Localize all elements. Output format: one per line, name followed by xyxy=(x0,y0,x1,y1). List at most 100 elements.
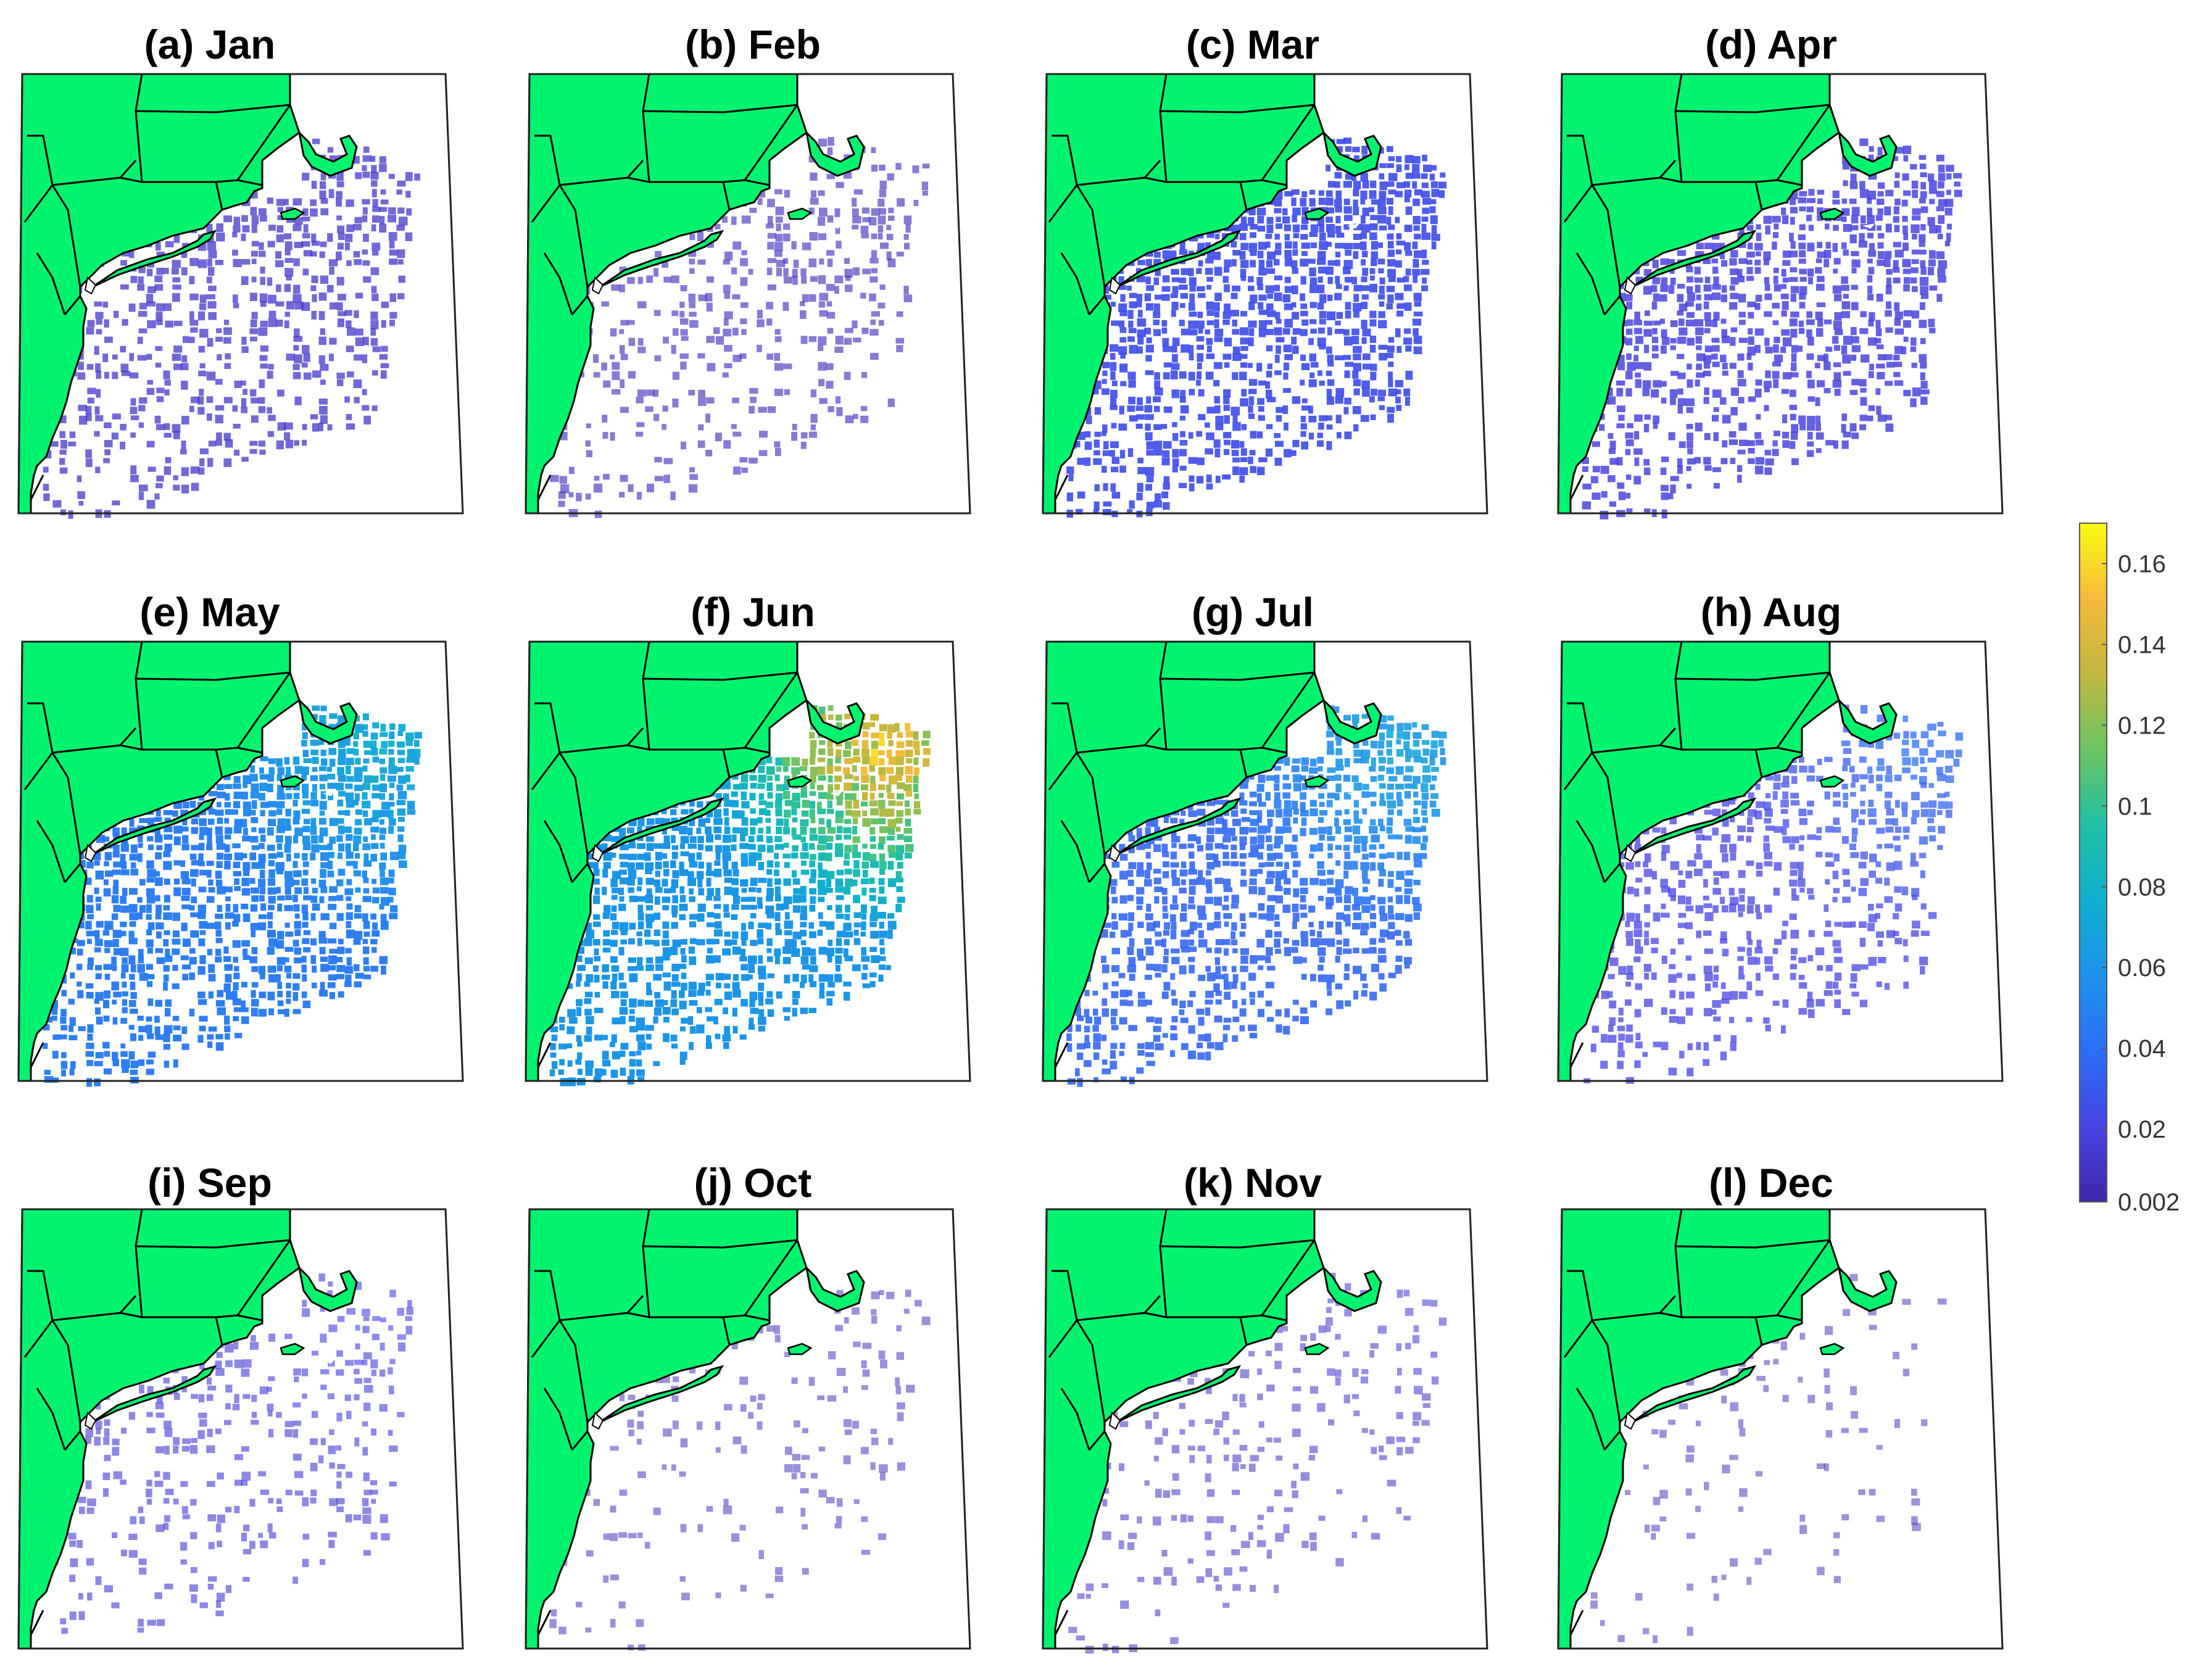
ocean-data-cell xyxy=(182,835,189,844)
ocean-data-cell xyxy=(1188,320,1197,329)
ocean-data-cell xyxy=(1867,233,1873,239)
ocean-data-cell xyxy=(405,172,413,181)
ocean-data-cell xyxy=(1843,336,1853,345)
ocean-data-cell xyxy=(138,328,147,334)
ocean-data-cell xyxy=(852,844,858,853)
ocean-data-cell xyxy=(120,861,127,869)
ocean-data-cell xyxy=(363,974,371,980)
ocean-data-cell xyxy=(85,921,92,930)
ocean-data-cell xyxy=(1609,441,1616,450)
ocean-data-cell xyxy=(406,208,412,216)
ocean-data-cell xyxy=(59,415,67,423)
ocean-data-cell xyxy=(1292,346,1299,354)
ocean-data-cell xyxy=(1877,233,1885,239)
ocean-data-cell xyxy=(715,793,722,799)
ocean-data-cell xyxy=(215,871,222,879)
ocean-data-cell xyxy=(275,974,281,982)
ocean-data-cell xyxy=(336,879,344,887)
ocean-data-cell xyxy=(852,197,857,207)
ocean-data-cell xyxy=(1163,441,1172,449)
ocean-data-cell xyxy=(380,724,386,732)
ocean-data-cell xyxy=(164,432,172,438)
ocean-data-cell xyxy=(217,817,223,824)
ocean-data-cell xyxy=(757,817,763,824)
ocean-data-cell xyxy=(783,809,791,818)
ocean-data-cell xyxy=(156,312,163,321)
ocean-data-cell xyxy=(1704,242,1714,249)
ocean-data-cell xyxy=(724,345,732,352)
ocean-data-cell xyxy=(740,258,749,267)
ocean-data-cell xyxy=(1180,344,1190,353)
ocean-data-cell xyxy=(121,964,129,973)
ocean-data-cell xyxy=(312,294,317,302)
ocean-data-cell xyxy=(94,1007,101,1015)
ocean-data-cell xyxy=(836,722,842,729)
ocean-data-cell xyxy=(869,827,876,835)
ocean-data-cell xyxy=(104,861,109,867)
ocean-data-cell xyxy=(363,921,370,929)
ocean-data-cell xyxy=(129,974,135,980)
ocean-data-cell xyxy=(293,756,300,765)
ocean-data-cell xyxy=(95,991,104,1001)
ocean-data-cell xyxy=(259,869,265,879)
ocean-data-cell xyxy=(52,1034,61,1040)
ocean-data-cell xyxy=(234,819,242,828)
state-border xyxy=(1159,110,1248,210)
ocean-data-cell xyxy=(147,869,156,877)
ocean-data-cell xyxy=(293,371,301,379)
ocean-data-cell xyxy=(774,353,781,361)
ocean-data-cell xyxy=(1353,233,1362,240)
land-island xyxy=(280,775,305,788)
ocean-data-cell xyxy=(224,1016,230,1025)
ocean-data-cell xyxy=(1644,414,1651,420)
ocean-data-cell xyxy=(1300,423,1307,430)
ocean-data-cell xyxy=(791,808,797,816)
ocean-data-cell xyxy=(173,836,181,845)
ocean-data-cell xyxy=(1369,232,1377,241)
ocean-data-cell xyxy=(758,827,763,834)
ocean-data-cell xyxy=(1377,259,1385,265)
ocean-data-cell xyxy=(1275,355,1280,363)
ocean-data-cell xyxy=(243,948,248,956)
ocean-data-cell xyxy=(206,413,212,421)
ocean-data-cell xyxy=(1728,439,1738,445)
ocean-data-cell xyxy=(610,328,617,337)
ocean-data-cell xyxy=(836,241,842,249)
ocean-data-cell xyxy=(95,1052,104,1059)
ocean-data-cell xyxy=(1412,241,1418,249)
ocean-data-cell xyxy=(852,851,861,858)
ocean-data-cell xyxy=(1807,268,1814,277)
ocean-data-cell xyxy=(1421,173,1428,180)
ocean-data-cell xyxy=(1625,388,1632,397)
ocean-data-cell xyxy=(1248,363,1253,368)
ocean-data-cell xyxy=(1197,362,1202,370)
ocean-data-cell xyxy=(112,371,118,379)
ocean-data-cell xyxy=(1361,259,1366,266)
ocean-data-cell xyxy=(286,991,291,998)
ocean-data-cell xyxy=(208,974,216,982)
ocean-data-cell xyxy=(1867,197,1872,204)
ocean-data-cell xyxy=(1188,371,1195,381)
ocean-data-cell xyxy=(1911,224,1920,233)
ocean-data-cell xyxy=(637,817,645,827)
ocean-data-cell xyxy=(224,964,233,971)
ocean-data-cell xyxy=(1300,197,1307,207)
ocean-data-cell xyxy=(1371,199,1379,205)
ocean-data-cell xyxy=(345,974,352,983)
ocean-data-cell xyxy=(1369,319,1377,327)
ocean-data-cell xyxy=(182,817,188,826)
ocean-data-cell xyxy=(320,705,327,711)
ocean-data-cell xyxy=(1266,397,1276,403)
ocean-data-cell xyxy=(1240,311,1248,317)
ocean-data-cell xyxy=(319,181,326,189)
ocean-data-cell xyxy=(1248,389,1257,394)
ocean-data-cell xyxy=(1301,191,1308,197)
ocean-data-cell xyxy=(95,363,101,373)
ocean-data-cell xyxy=(276,440,284,450)
state-border xyxy=(1144,176,1167,183)
ocean-data-cell xyxy=(1379,405,1385,410)
ocean-data-cell xyxy=(120,260,127,266)
ocean-data-cell xyxy=(206,869,212,878)
ocean-data-cell xyxy=(338,748,346,758)
state-border xyxy=(1674,110,1763,210)
